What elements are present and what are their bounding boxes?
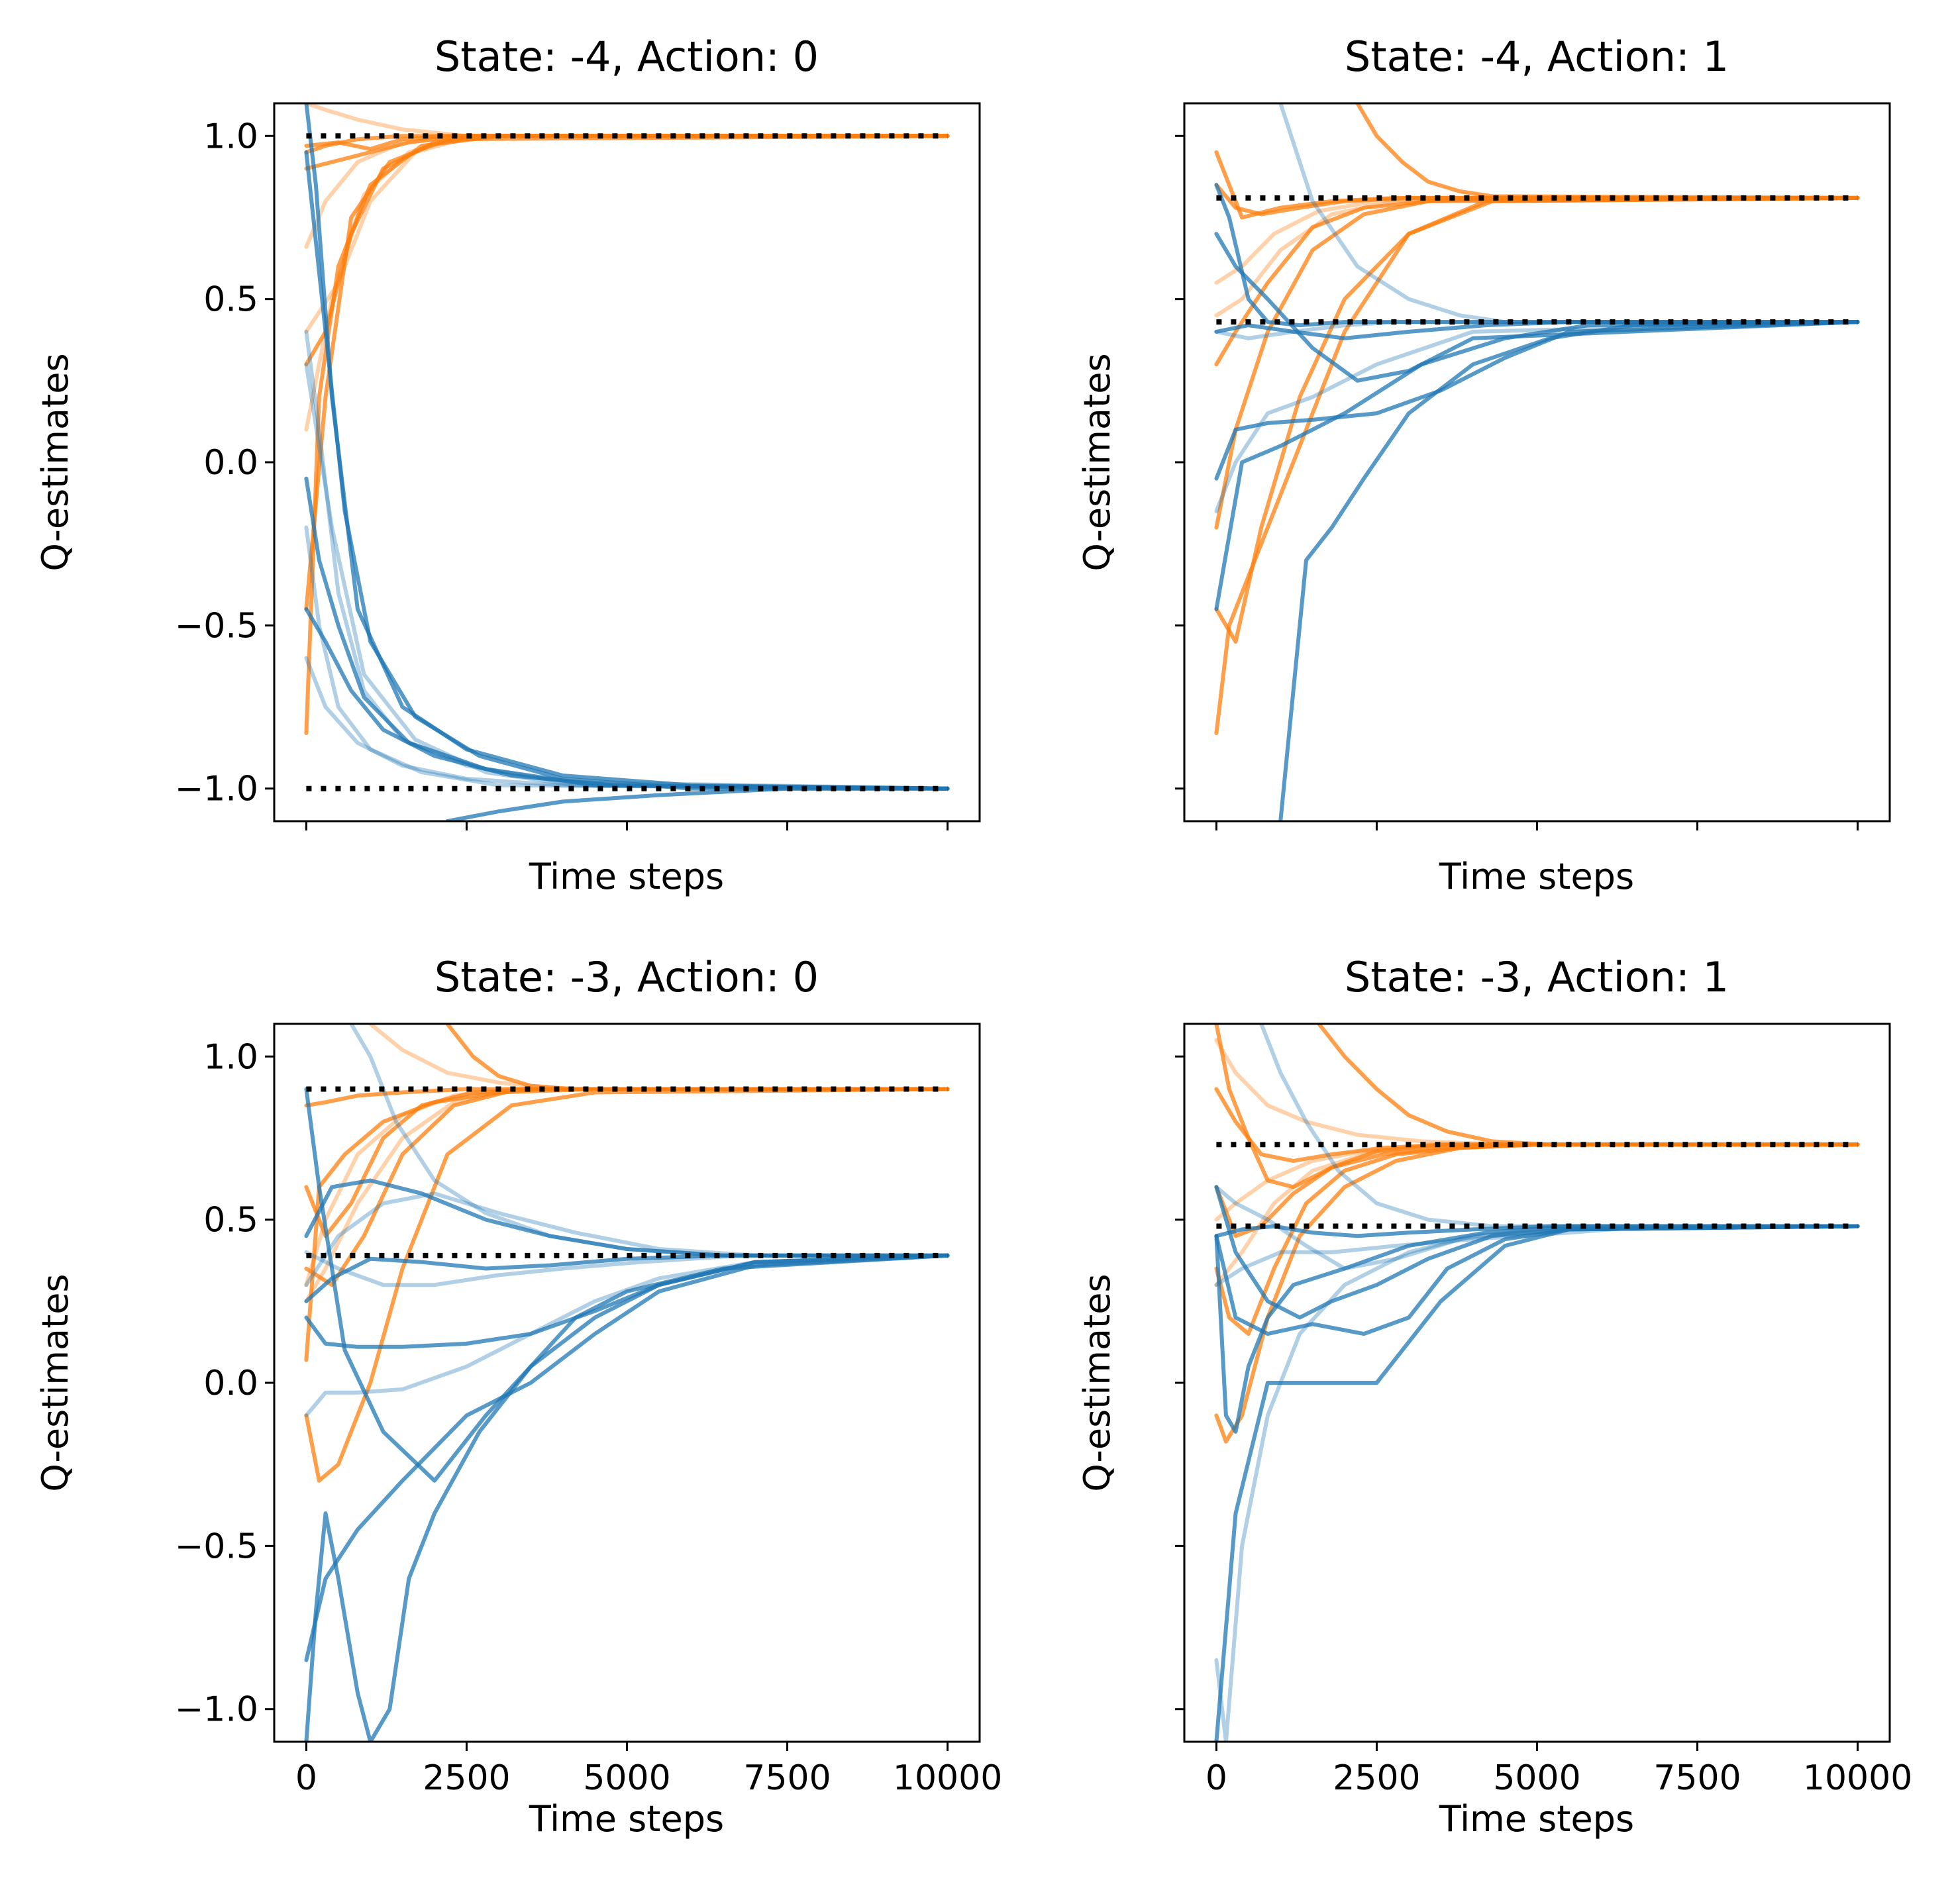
x-axis-label: Time steps — [529, 1798, 724, 1840]
y-axis-label: Q-estimates — [34, 353, 76, 571]
series-line-blue-5 — [304, 525, 950, 791]
series-line-orange-6 — [1214, 195, 1860, 644]
panel-state-neg4-action-1: State: -4, Action: 1 Time steps Q-estima… — [1076, 32, 1891, 897]
series-line-blue-1 — [304, 103, 950, 791]
y-tick-label: −0.5 — [175, 1527, 258, 1566]
series-line-blue-3 — [1214, 1224, 1860, 1742]
y-axis-label: Q-estimates — [1076, 1274, 1118, 1491]
y-tick-label: −1.0 — [175, 1690, 258, 1730]
x-tick-label: 2500 — [423, 1758, 510, 1798]
x-tick-label: 5000 — [583, 1758, 670, 1798]
y-tick-label: −0.5 — [175, 606, 258, 646]
series-line-blue-5 — [1214, 320, 1860, 513]
series-line-blue-1 — [1214, 1224, 1860, 1434]
x-tick-label: 7500 — [1653, 1758, 1741, 1798]
series-line-blue-9 — [304, 1253, 950, 1303]
y-axis-label: Q-estimates — [34, 1274, 76, 1491]
y-axis-label: Q-estimates — [1076, 353, 1118, 571]
series-line-blue-3 — [1214, 320, 1860, 481]
series-line-blue-8 — [1214, 320, 1860, 340]
y-tick-label: −1.0 — [175, 770, 258, 809]
x-axis-label: Time steps — [529, 856, 724, 897]
series-line-blue-9 — [304, 362, 950, 791]
plot-area — [1214, 103, 1860, 821]
x-axis-label: Time steps — [1439, 856, 1634, 897]
x-tick-label: 10000 — [893, 1758, 1002, 1798]
series-line-blue-1 — [1214, 183, 1860, 328]
series-line-blue-8 — [445, 786, 950, 821]
series-line-orange-2 — [304, 1087, 950, 1483]
y-tick-label: 1.0 — [203, 117, 258, 156]
plot-area — [304, 1024, 950, 1742]
series-line-blue-7 — [304, 656, 950, 791]
y-tick-label: 1.0 — [203, 1037, 258, 1077]
series-line-blue-6 — [1214, 1185, 1860, 1320]
x-tick-label: 5000 — [1493, 1758, 1580, 1798]
series-line-blue-7 — [304, 1191, 950, 1287]
y-tick-label: 0.5 — [203, 1201, 258, 1240]
series-line-blue-4 — [1214, 1224, 1860, 1336]
series-line-blue-8 — [349, 1024, 950, 1258]
series-line-orange-10 — [304, 134, 950, 151]
series-line-orange-9 — [1214, 1024, 1860, 1189]
series-line-blue-6 — [304, 1178, 950, 1258]
series-line-orange-6 — [304, 134, 950, 611]
panel-title: State: -3, Action: 0 — [435, 953, 819, 1001]
x-tick-label: 2500 — [1333, 1758, 1420, 1798]
x-tick-label: 0 — [1206, 1758, 1227, 1798]
x-tick-label: 10000 — [1803, 1758, 1912, 1798]
panel-title: State: -4, Action: 0 — [435, 32, 819, 81]
panel-title: State: -3, Action: 1 — [1345, 953, 1729, 1001]
panel-state-neg3-action-0: State: -3, Action: 0 Time steps Q-estima… — [34, 953, 1002, 1840]
y-tick-label: 0.0 — [203, 443, 258, 483]
series-line-blue-6 — [304, 607, 950, 791]
series-line-blue-4 — [304, 1253, 950, 1349]
series-line-orange-9 — [304, 1087, 950, 1108]
x-tick-label: 0 — [295, 1758, 317, 1798]
series-line-blue-4 — [1214, 232, 1860, 383]
series-line-blue-6 — [1278, 103, 1860, 325]
panel-title: State: -4, Action: 1 — [1345, 32, 1729, 81]
series-line-blue-5 — [304, 1253, 950, 1418]
x-tick-label: 7500 — [743, 1758, 831, 1798]
plot-area — [304, 103, 950, 821]
plot-area — [1214, 1024, 1860, 1742]
x-axis-label: Time steps — [1439, 1798, 1634, 1840]
panel-state-neg4-action-0: State: -4, Action: 0 Time steps Q-estima… — [34, 32, 981, 897]
series-line-blue-9 — [1214, 320, 1860, 611]
series-line-blue-1 — [304, 1253, 950, 1742]
series-line-blue-10 — [304, 1250, 950, 1287]
y-tick-label: 0.5 — [203, 280, 258, 320]
y-tick-label: 0.0 — [203, 1364, 258, 1403]
panel-state-neg3-action-1: State: -3, Action: 1 Time steps Q-estima… — [1076, 953, 1912, 1840]
